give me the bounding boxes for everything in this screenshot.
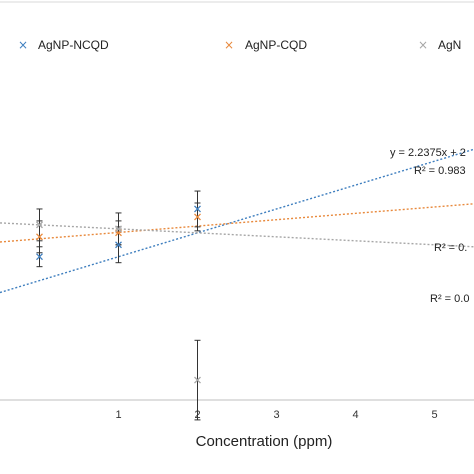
x-tick-label: 5 [431,409,437,421]
legend: × AgNP-NCQD × AgNP-CQD × AgN [18,38,461,52]
data-point-agnp-ncqd [194,205,201,213]
x-tick-label: 3 [273,409,279,421]
trend-r2-agnp-ncqd: R² = 0.983 [414,165,466,177]
data-point-agnp-cqd [194,213,201,221]
trendline-agn [0,222,474,248]
data-points [36,205,201,384]
data-point-agn [115,225,122,233]
plot-area: 1 2 3 4 5 y = 2.2375x + 2 R² = 0.983 R² = 0.… [0,1,474,421]
legend-label-agnp-ncqd: AgNP-NCQD [38,38,109,52]
trend-r2-agn: R² = 0.0 [430,293,469,305]
legend-label-agnp-cqd: AgNP-CQD [245,38,307,52]
data-point-agn [36,221,43,229]
legend-entry-agnp-cqd: × AgNP-CQD [224,38,307,52]
legend-marker-agnp-cqd: × [224,38,234,52]
trendline-agnp-ncqd [0,148,474,294]
x-tick-label: 1 [115,409,121,421]
data-point-agnp-ncqd [36,253,43,261]
trend-r2-agnp-cqd: R² = 0. [434,242,467,254]
trendlines [0,148,474,294]
legend-label-agn: AgN [438,38,461,52]
legend-entry-agn: × AgN [418,38,461,52]
data-point-agnp-ncqd [115,241,122,249]
trend-equation-agnp-ncqd: y = 2.2375x + 2 [390,147,466,159]
x-axis-title: Concentration (ppm) [196,433,333,450]
legend-marker-agn: × [418,38,428,52]
trendline-annotations: y = 2.2375x + 2 R² = 0.983 R² = 0. R² = … [390,147,469,305]
data-point-agnp-cqd [36,233,43,241]
x-tick-label: 2 [194,409,200,421]
x-tick-label: 4 [352,409,358,421]
legend-marker-agnp-ncqd: × [18,38,28,52]
data-point-agn [194,376,201,384]
x-tick-labels: 1 2 3 4 5 [115,409,437,421]
legend-entry-agnp-ncqd: × AgNP-NCQD [18,38,109,52]
trendline-agnp-cqd [0,203,474,243]
